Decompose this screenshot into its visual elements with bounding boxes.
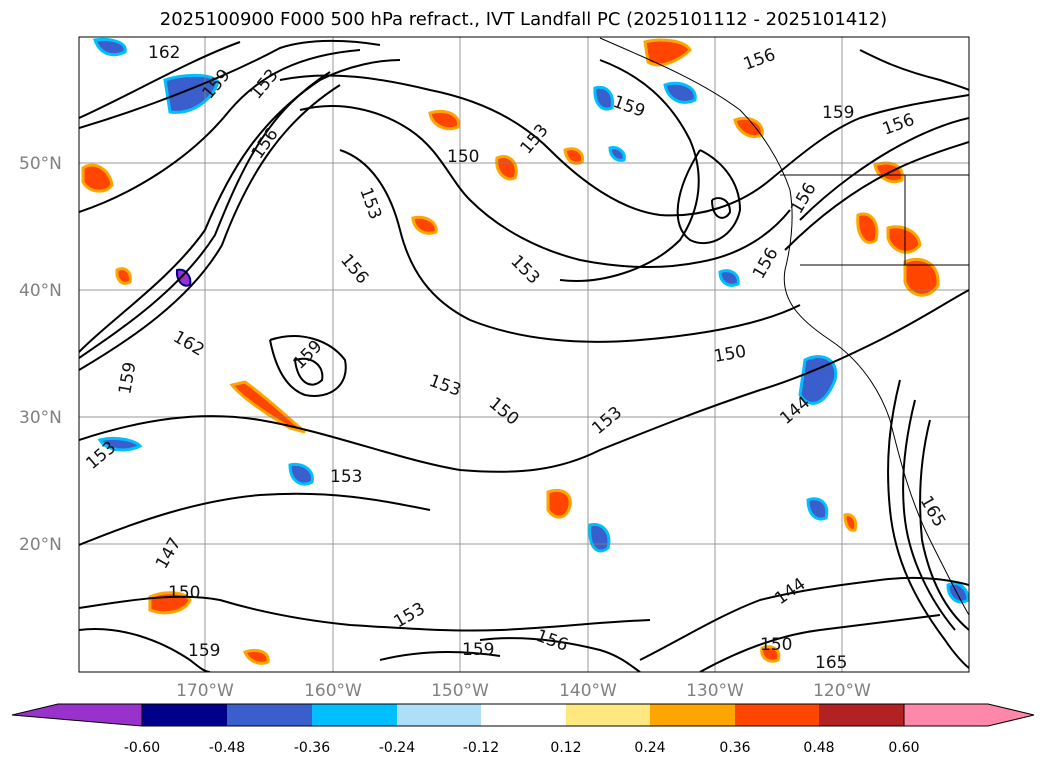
colorbar-tick: 0.36 — [719, 740, 750, 756]
colorbar-frame — [141, 703, 905, 727]
colorbar-tick: 0.48 — [803, 740, 834, 756]
contour-label: 159 — [462, 640, 494, 660]
contour-label: 153 — [330, 467, 362, 487]
colorbar-tick: 0.12 — [550, 740, 581, 756]
colorbar-segment — [312, 704, 397, 726]
colorbar-segment — [227, 704, 312, 726]
contour-label: 162 — [148, 43, 180, 63]
colorbar-tick-labels: -0.60 -0.48 -0.36 -0.24 -0.12 0.12 0.24 … — [124, 740, 920, 756]
lon-label: 170°W — [176, 681, 234, 701]
contour-label: 159 — [822, 103, 854, 123]
colorbar-extend-right — [903, 703, 1035, 727]
colorbar-tick: -0.60 — [124, 740, 160, 756]
contour-label: 159 — [188, 641, 220, 661]
colorbar-segment — [142, 704, 227, 726]
contour-lines — [79, 39, 969, 672]
lon-label: 130°W — [686, 681, 744, 701]
lat-label: 20°N — [19, 535, 62, 555]
map-border — [78, 36, 970, 673]
colorbar-segment — [481, 704, 566, 726]
contour-label: 150 — [760, 635, 792, 655]
colorbar-tick: -0.24 — [379, 740, 415, 756]
colorbar-segment — [735, 704, 819, 726]
contour-label: 165 — [815, 653, 847, 673]
colorbar-segment — [650, 704, 735, 726]
map-background — [79, 37, 969, 672]
coastlines — [599, 37, 969, 616]
lon-label: 140°W — [559, 681, 617, 701]
lat-label: 50°N — [19, 154, 62, 174]
colorbar-tick: -0.36 — [294, 740, 330, 756]
latitude-labels: 50°N 40°N 30°N 20°N — [19, 154, 62, 555]
negative-shading-layer — [92, 38, 969, 604]
colorbar-tick: -0.48 — [209, 740, 245, 756]
map-title: 2025100900 F000 500 hPa refract., IVT La… — [159, 9, 888, 30]
colorbar-tick: 0.60 — [888, 740, 919, 756]
shading-layer — [81, 38, 940, 665]
contour-label: 150 — [168, 583, 200, 603]
longitude-labels: 170°W 160°W 150°W 140°W 130°W 120°W — [176, 681, 871, 701]
colorbar-segment — [819, 704, 904, 726]
lon-label: 150°W — [431, 681, 489, 701]
lat-label: 40°N — [19, 281, 62, 301]
colorbar-segment — [566, 704, 650, 726]
colorbar-tick: 0.24 — [634, 740, 665, 756]
lat-label: 30°N — [19, 408, 62, 428]
colorbar-segment — [397, 704, 481, 726]
contour-label: 150 — [447, 147, 479, 167]
colorbar-extend-left — [11, 703, 143, 727]
colorbar-tick: -0.12 — [463, 740, 499, 756]
lon-label: 160°W — [304, 681, 362, 701]
colorbar: -0.60 -0.48 -0.36 -0.24 -0.12 0.12 0.24 … — [11, 703, 1035, 756]
lon-label: 120°W — [813, 681, 871, 701]
